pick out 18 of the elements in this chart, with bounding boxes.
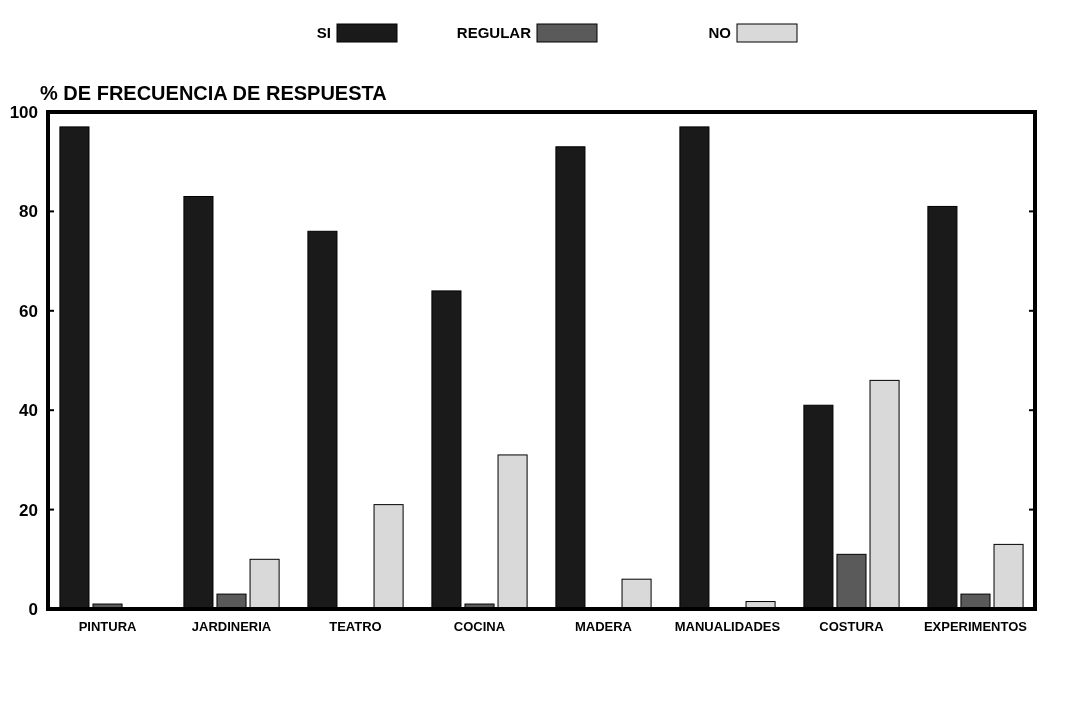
x-tick-label: TEATRO	[329, 619, 382, 634]
legend-label: NO	[708, 24, 732, 41]
x-tick-label: MADERA	[574, 619, 633, 634]
y-tick-label: 60	[19, 301, 38, 321]
y-tick-label: 40	[19, 401, 38, 421]
x-tick-label: MANUALIDADES	[674, 619, 781, 634]
y-tick-label: 80	[19, 202, 38, 222]
y-axis-title: % DE FRECUENCIA DE RESPUESTA	[40, 82, 387, 104]
legend-label: REGULAR	[456, 24, 532, 41]
y-tick-label: 20	[19, 500, 38, 520]
x-tick-label: PINTURA	[78, 619, 138, 634]
x-tick-label: EXPERIMENTOS	[923, 619, 1028, 634]
x-tick-label: COSTURA	[819, 619, 885, 634]
y-tick-label: 100	[9, 102, 38, 122]
x-tick-label: COCINA	[453, 619, 506, 634]
x-tick-label: JARDINERIA	[191, 619, 272, 634]
legend-label: SI	[316, 24, 331, 41]
y-tick-label: 0	[28, 599, 38, 619]
